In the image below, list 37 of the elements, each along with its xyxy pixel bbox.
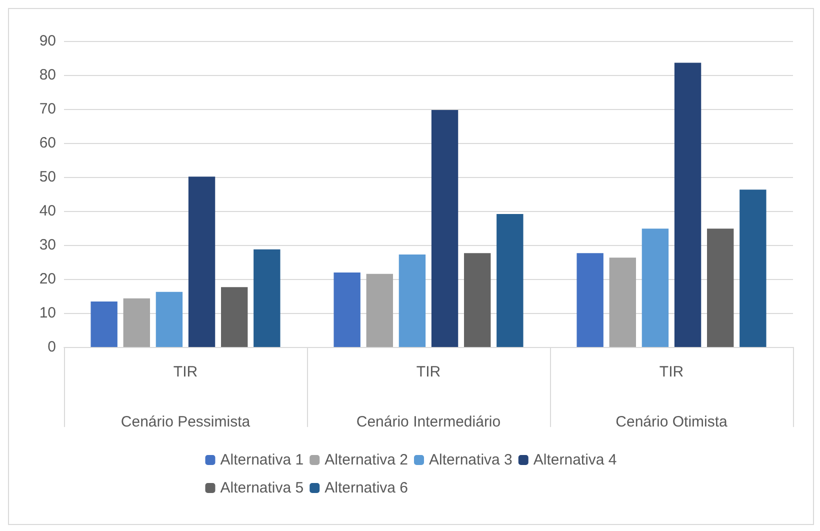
legend-label: Alternativa 4 [533, 452, 617, 468]
legend-label: Alternativa 6 [324, 480, 408, 496]
y-tick-label: 30 [39, 236, 56, 254]
legend-label: Alternativa 3 [429, 452, 512, 468]
y-tick-label: 40 [39, 202, 56, 220]
bar [90, 301, 118, 347]
bar [642, 228, 669, 347]
category-label: TIR Cenário Intermediário [356, 364, 501, 430]
bar [496, 214, 524, 347]
y-tick-label: 60 [39, 134, 56, 152]
y-tick-label: 50 [39, 168, 56, 186]
y-tick-label: 90 [39, 32, 56, 50]
legend-label: Alternativa 1 [220, 452, 304, 468]
bar [366, 274, 393, 347]
bar [707, 228, 734, 347]
y-tick-label: 70 [39, 100, 56, 118]
bar [609, 258, 636, 347]
bar [576, 253, 604, 347]
bar [123, 298, 150, 347]
bar [431, 110, 458, 347]
legend-label: Alternativa 5 [220, 480, 304, 496]
legend-label: Alternativa 2 [324, 452, 408, 468]
y-tick-label: 80 [39, 66, 56, 84]
category-label: TIR Cenário Otimista [616, 364, 728, 430]
y-tick-label: 10 [39, 304, 56, 322]
bar [740, 190, 766, 347]
y-tick-label: 0 [48, 338, 56, 356]
bar [464, 253, 491, 347]
bar [188, 176, 216, 347]
bar [674, 62, 702, 347]
bar [221, 287, 248, 347]
bar [398, 254, 426, 347]
bar [334, 272, 360, 347]
category-label: TIR Cenário Pessimista [120, 364, 250, 430]
bar [156, 292, 183, 347]
y-tick-label: 20 [39, 270, 56, 288]
bar [254, 249, 280, 347]
